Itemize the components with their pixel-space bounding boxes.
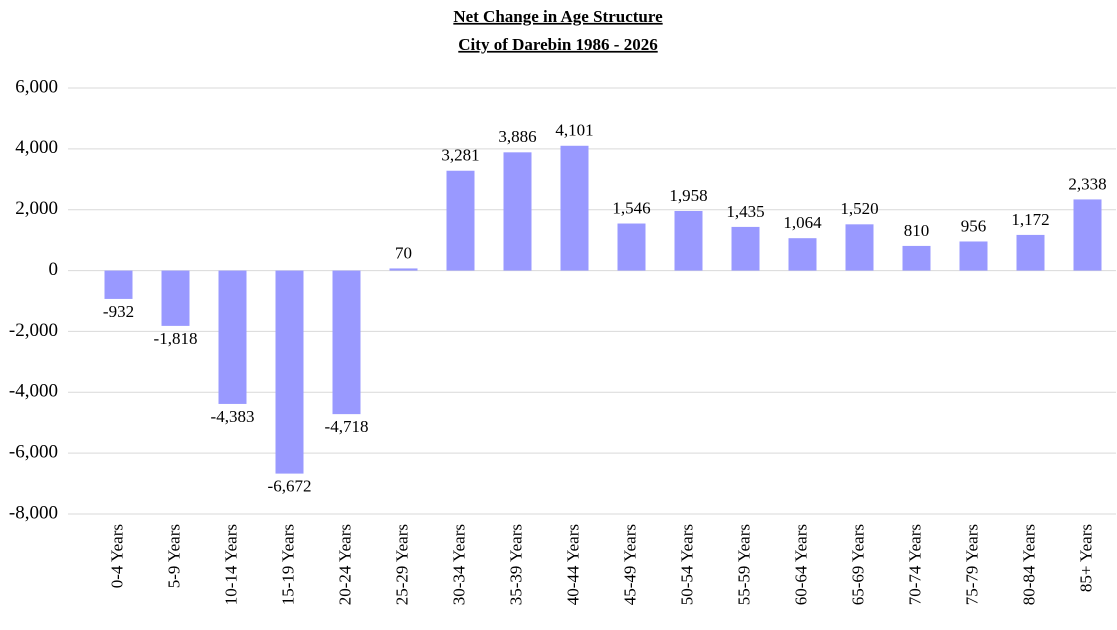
x-tick-label: 60-64 Years — [791, 524, 810, 605]
x-tick-label: 80-84 Years — [1019, 524, 1038, 605]
bar — [503, 152, 532, 271]
x-tick-label: 10-14 Years — [221, 524, 240, 605]
bar — [959, 241, 988, 271]
bar — [788, 238, 817, 271]
x-tick-label: 85+ Years — [1076, 524, 1095, 592]
bar — [560, 145, 589, 271]
value-label: -4,383 — [211, 407, 255, 426]
y-tick-label: 6,000 — [15, 76, 58, 97]
x-tick-label: 15-19 Years — [278, 524, 297, 605]
x-tick-label: 5-9 Years — [164, 524, 183, 588]
x-tick-label: 75-79 Years — [962, 524, 981, 605]
x-tick-label: 65-69 Years — [848, 524, 867, 605]
x-tick-label: 25-29 Years — [392, 524, 411, 605]
x-tick-label: 35-39 Years — [506, 524, 525, 605]
y-tick-label: 0 — [49, 259, 59, 280]
bar — [1073, 199, 1102, 271]
bar — [617, 223, 646, 271]
value-label: 4,101 — [555, 121, 593, 140]
value-label: 1,520 — [840, 199, 878, 218]
y-tick-label: 4,000 — [15, 137, 58, 158]
value-label: 1,435 — [726, 202, 764, 221]
bar — [674, 210, 703, 271]
value-label: 3,281 — [441, 146, 479, 165]
bar — [275, 270, 304, 474]
value-label: 810 — [904, 221, 930, 240]
y-tick-label: 2,000 — [15, 198, 58, 219]
bar — [161, 270, 190, 326]
x-tick-label: 55-59 Years — [734, 524, 753, 605]
value-label: -6,672 — [268, 476, 312, 495]
value-label: 1,958 — [669, 186, 707, 205]
value-label: 1,172 — [1011, 210, 1049, 229]
y-tick-label: -6,000 — [9, 442, 58, 463]
value-label: -932 — [103, 302, 134, 321]
bar — [1016, 234, 1045, 271]
y-tick-label: -2,000 — [9, 320, 58, 341]
bar — [218, 270, 247, 404]
bar — [446, 170, 475, 271]
value-label: 70 — [395, 243, 412, 262]
x-tick-label: 50-54 Years — [677, 524, 696, 605]
x-tick-label: 40-44 Years — [563, 524, 582, 605]
x-tick-label: 45-49 Years — [620, 524, 639, 605]
bar — [104, 270, 133, 299]
bar — [731, 226, 760, 271]
value-label: -1,818 — [154, 329, 198, 348]
x-tick-label: 0-4 Years — [107, 524, 126, 588]
x-tick-label: 30-34 Years — [449, 524, 468, 605]
value-label: 1,546 — [612, 198, 650, 217]
y-tick-label: -4,000 — [9, 381, 58, 402]
x-tick-label: 70-74 Years — [905, 524, 924, 605]
x-tick-label: 20-24 Years — [335, 524, 354, 605]
bar — [332, 270, 361, 415]
bar — [902, 245, 931, 271]
value-label: -4,718 — [325, 417, 369, 436]
value-label: 1,064 — [783, 213, 822, 232]
chart-title: Net Change in Age Structure — [453, 7, 663, 26]
y-tick-label: -8,000 — [9, 502, 58, 523]
value-label: 3,886 — [498, 127, 536, 146]
chart-subtitle: City of Darebin 1986 - 2026 — [458, 35, 657, 54]
value-label: 2,338 — [1068, 174, 1106, 193]
bar — [389, 268, 418, 271]
value-label: 956 — [961, 216, 987, 235]
bar — [845, 224, 874, 271]
